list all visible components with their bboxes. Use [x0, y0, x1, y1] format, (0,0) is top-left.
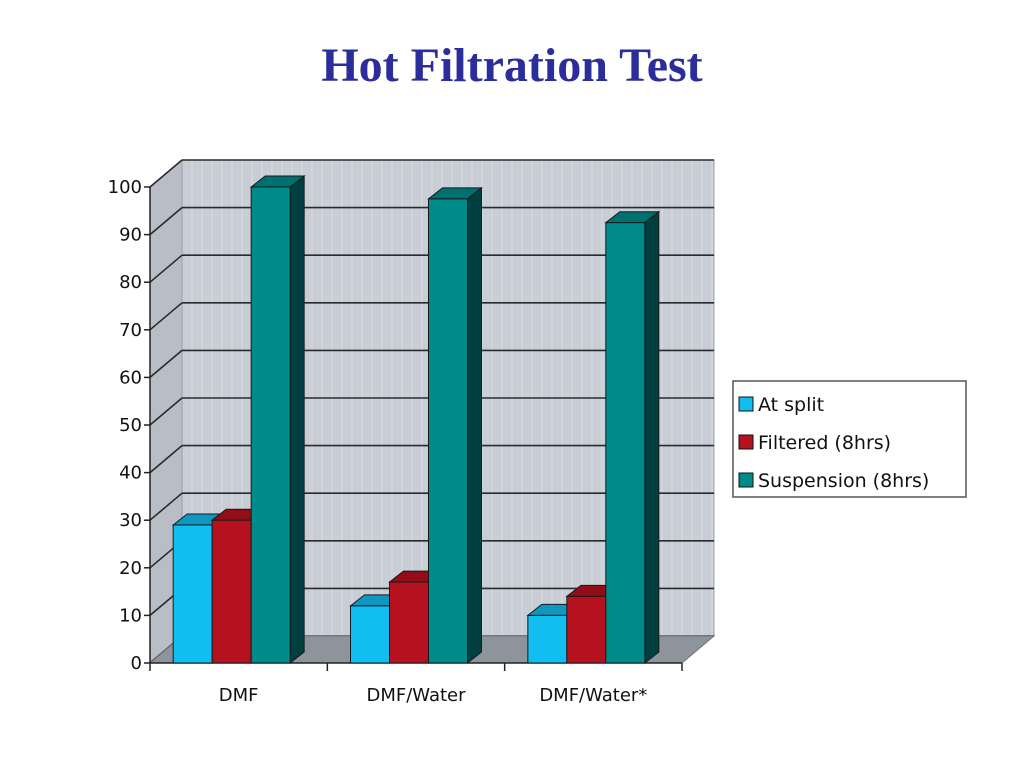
- gridline-side: [149, 206, 183, 236]
- y-tick-label: 80: [119, 272, 142, 293]
- bar: [605, 222, 646, 664]
- bar: [566, 595, 607, 664]
- legend-swatch: [738, 396, 754, 412]
- x-tick-label: DMF: [219, 685, 259, 706]
- bar: [527, 614, 568, 664]
- y-tick-label: 70: [119, 320, 142, 341]
- bar: [428, 198, 468, 664]
- gridline-side: [149, 302, 183, 331]
- y-tick-label: 20: [119, 558, 142, 579]
- legend-label: At split: [758, 394, 824, 416]
- y-tick-label: 30: [119, 510, 142, 531]
- bar-side: [289, 174, 305, 665]
- bar: [172, 524, 213, 664]
- bar: [350, 605, 390, 664]
- legend-label: Filtered (8hrs): [758, 432, 891, 454]
- y-tick-label: 90: [119, 225, 142, 246]
- gridline-side: [149, 159, 183, 188]
- x-tick-label: DMF/Water: [366, 685, 466, 706]
- gridline-side: [149, 492, 183, 521]
- gridline-side: [149, 254, 183, 283]
- legend-swatch: [738, 472, 754, 488]
- legend-box: [732, 380, 967, 498]
- bar: [389, 581, 429, 664]
- gridline-side: [149, 349, 183, 379]
- y-tick-label: 0: [131, 653, 142, 674]
- y-tick-label: 60: [119, 367, 142, 388]
- bar: [250, 186, 291, 664]
- chart-bars: [171, 174, 661, 665]
- gridline-side: [149, 444, 183, 474]
- slide-title: Hot Filtration Test: [321, 39, 703, 92]
- legend-swatch: [738, 434, 754, 450]
- y-tick-label: 100: [108, 177, 142, 198]
- bar-side: [644, 210, 660, 665]
- bar: [211, 519, 252, 664]
- y-tick-label: 10: [119, 605, 142, 626]
- bar-side: [467, 186, 482, 665]
- gridline-side: [149, 397, 183, 426]
- legend-label: Suspension (8hrs): [758, 470, 929, 492]
- y-tick-label: 40: [119, 463, 142, 484]
- chart-legend: At split Filtered (8hrs) Suspension (8hrs): [732, 380, 967, 498]
- x-tick-label: DMF/Water*: [539, 685, 647, 706]
- y-tick-label: 50: [119, 415, 142, 436]
